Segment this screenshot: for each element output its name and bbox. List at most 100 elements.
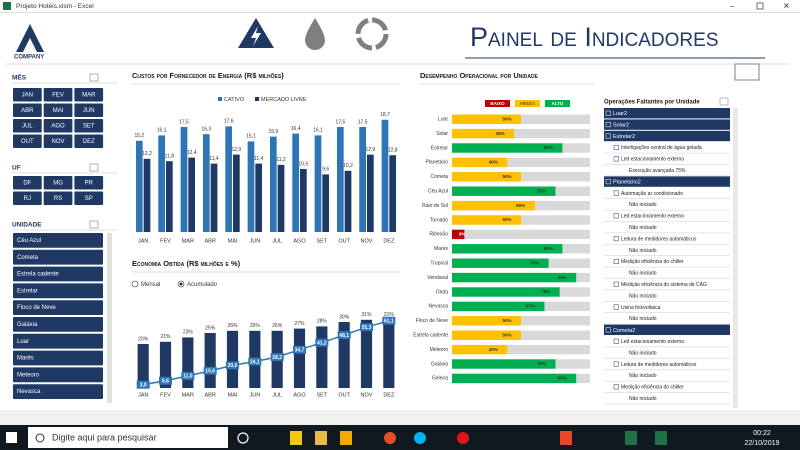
slicer-button[interactable] [13, 134, 42, 149]
minimize[interactable]: – [730, 2, 735, 11]
slicer-button[interactable] [74, 134, 104, 149]
app[interactable] [560, 431, 572, 445]
expand-toggle[interactable] [605, 133, 611, 139]
expand-toggle[interactable] [605, 110, 611, 116]
close[interactable]: ✕ [783, 2, 790, 11]
x-tick-label: ABR [205, 238, 216, 244]
slicer-scroll[interactable] [107, 233, 112, 403]
search-box[interactable] [28, 427, 228, 448]
data-label: 18,7 [380, 112, 390, 118]
bar [180, 127, 188, 232]
slicer-button[interactable] [13, 283, 103, 299]
slicer-button[interactable] [13, 88, 42, 102]
expand-toggle[interactable] [605, 122, 611, 128]
data-label: 11,0 [183, 374, 193, 380]
slicer-button[interactable] [13, 176, 42, 190]
cortana[interactable] [237, 432, 249, 444]
slicer-button[interactable] [13, 233, 103, 248]
slicer-button[interactable] [43, 176, 73, 190]
expand-toggle[interactable] [613, 281, 619, 287]
expand-toggle[interactable] [613, 384, 619, 390]
slicer-button[interactable] [43, 134, 73, 149]
app[interactable] [625, 431, 637, 445]
slicer-button[interactable] [13, 103, 42, 118]
label-box [382, 316, 396, 325]
data-label: 11,2 [276, 157, 286, 163]
filter-icon[interactable] [89, 163, 99, 172]
slicer-button[interactable] [13, 350, 103, 366]
data-label: 10,5 [298, 161, 308, 167]
slicer-button[interactable] [13, 300, 103, 315]
start-button[interactable] [6, 432, 17, 443]
x-tick-label: JUL [272, 392, 282, 398]
slicer-button[interactable] [13, 249, 103, 265]
app[interactable] [340, 431, 352, 445]
app[interactable] [315, 431, 327, 445]
expand-toggle[interactable] [613, 156, 619, 162]
slicer-button[interactable] [13, 367, 103, 383]
data-label: 15,2 [134, 133, 144, 139]
slicer-item: RS [54, 196, 62, 202]
pivot-status: Não iniciado [629, 271, 657, 277]
slicer-button[interactable] [13, 119, 42, 133]
pivot-status: Não iniciado [629, 225, 657, 231]
slicer-button[interactable] [43, 88, 73, 102]
data-label: 80% [544, 145, 553, 150]
slicer-button[interactable] [74, 88, 104, 102]
slicer-button[interactable] [43, 119, 73, 133]
bar [316, 326, 328, 388]
slicer-button[interactable] [74, 103, 104, 118]
app[interactable] [414, 432, 426, 444]
slicer-button[interactable] [13, 384, 103, 399]
app[interactable] [384, 432, 396, 444]
slicer-button[interactable] [43, 103, 73, 118]
logo-text: COMPANY [14, 55, 44, 61]
pivot-dropdown[interactable] [719, 97, 729, 106]
slicer-item: ABR [21, 108, 34, 114]
x-tick-label: FEV [160, 238, 171, 244]
slicer-button[interactable] [13, 317, 103, 332]
slicer-button[interactable] [74, 119, 104, 133]
expand-toggle[interactable] [613, 361, 619, 367]
pivot-unit-row [604, 324, 730, 335]
radio-label: Acumulado [187, 282, 218, 288]
bar [383, 319, 395, 388]
slicer-button[interactable] [43, 191, 73, 206]
slicer-button[interactable] [13, 191, 42, 206]
expand-toggle[interactable] [613, 236, 619, 242]
pivot-title: Operações Faltantes por Unidade [604, 100, 700, 106]
filter-icon[interactable] [89, 220, 99, 229]
expand-toggle[interactable] [613, 144, 619, 150]
slicer-item: AGO [51, 123, 65, 129]
y-tick-label: Meteoro [430, 347, 449, 353]
app[interactable] [655, 431, 667, 445]
data-label: 20,6 [228, 363, 238, 369]
slicer-button[interactable] [13, 333, 103, 349]
data-label: 21% [160, 334, 171, 340]
app[interactable] [457, 432, 469, 444]
slicer-title: UF [12, 165, 21, 172]
slicer-button[interactable] [74, 191, 104, 206]
data-label: 90% [558, 275, 567, 280]
slicer-button[interactable] [74, 176, 104, 190]
taskbar-apps [237, 431, 667, 445]
radio-button[interactable] [131, 280, 139, 288]
data-label: 30% [339, 314, 350, 320]
pivot-status: Não iniciado [629, 396, 657, 402]
expand-toggle[interactable] [613, 338, 619, 344]
expand-toggle[interactable] [613, 304, 619, 310]
expand-toggle[interactable] [613, 258, 619, 264]
expand-toggle[interactable] [613, 213, 619, 219]
app[interactable] [290, 431, 302, 445]
expand-toggle[interactable] [605, 179, 611, 185]
presentation-icon[interactable] [734, 63, 760, 81]
pivot-scroll[interactable] [733, 108, 738, 408]
maximize[interactable] [756, 2, 764, 10]
scroll-bar[interactable] [0, 410, 800, 425]
filter-icon[interactable] [89, 73, 99, 82]
expand-toggle[interactable] [605, 327, 611, 333]
slicer-button[interactable] [13, 266, 103, 282]
data-label: 26% [227, 323, 238, 329]
expand-toggle[interactable] [613, 190, 619, 196]
y-tick-label: Galáxia [431, 361, 448, 367]
